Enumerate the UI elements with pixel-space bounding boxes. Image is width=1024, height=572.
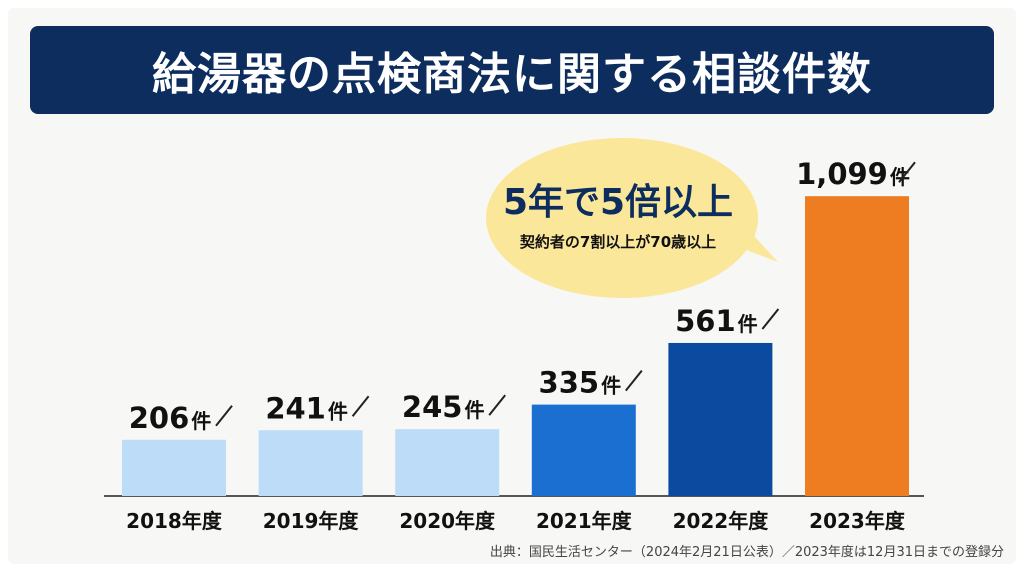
value-label-2: 245 件: [402, 390, 485, 424]
value-label-3: 335 件: [539, 366, 622, 400]
bubble-body: [486, 138, 758, 298]
bar-5: [805, 196, 909, 496]
value-label-slash-5: [898, 161, 916, 183]
callout-subtext: 契約者の7割以上が70歳以上: [519, 233, 716, 251]
x-tick-label-2: 2020年度: [399, 509, 496, 533]
x-tick-label-3: 2021年度: [536, 509, 633, 533]
bar-1: [258, 430, 363, 496]
value-label-4: 561 件: [675, 304, 758, 338]
source-note: 出典：国民生活センター（2024年2月21日公表）／2023年度は12月31日ま…: [489, 545, 1004, 560]
callout-headline: 5年で5倍以上: [503, 182, 733, 223]
bars-layer: 206 件 2018年度 241 件 2019年度 245 件 2020年度 335 件 2021年度…: [122, 157, 916, 533]
value-label-slash-1: [351, 395, 370, 417]
value-label-slash-2: [488, 394, 506, 416]
value-label-slash-4: [761, 308, 780, 330]
bar-0: [122, 439, 226, 496]
bar-3: [531, 404, 636, 496]
bar-4: [668, 342, 773, 496]
chart-title: 給湯器の点検商法に関する相談件数: [152, 49, 872, 100]
speech-bubble: 5年で5倍以上 契約者の7割以上が70歳以上: [486, 138, 778, 298]
x-tick-label-4: 2022年度: [673, 509, 770, 533]
value-label-slash-3: [625, 369, 643, 392]
title-banner: 給湯器の点検商法に関する相談件数: [30, 26, 994, 114]
value-label-0: 206 件: [129, 401, 212, 435]
x-tick-label-0: 2018年度: [126, 509, 223, 533]
value-label-slash-0: [215, 405, 233, 427]
bubble-tail: [720, 210, 778, 262]
x-tick-label-5: 2023年度: [809, 509, 906, 533]
value-label-1: 241 件: [265, 391, 348, 425]
bar-2: [395, 429, 500, 496]
value-label-5: 1,099 件: [796, 157, 910, 191]
x-tick-label-1: 2019年度: [263, 509, 360, 533]
